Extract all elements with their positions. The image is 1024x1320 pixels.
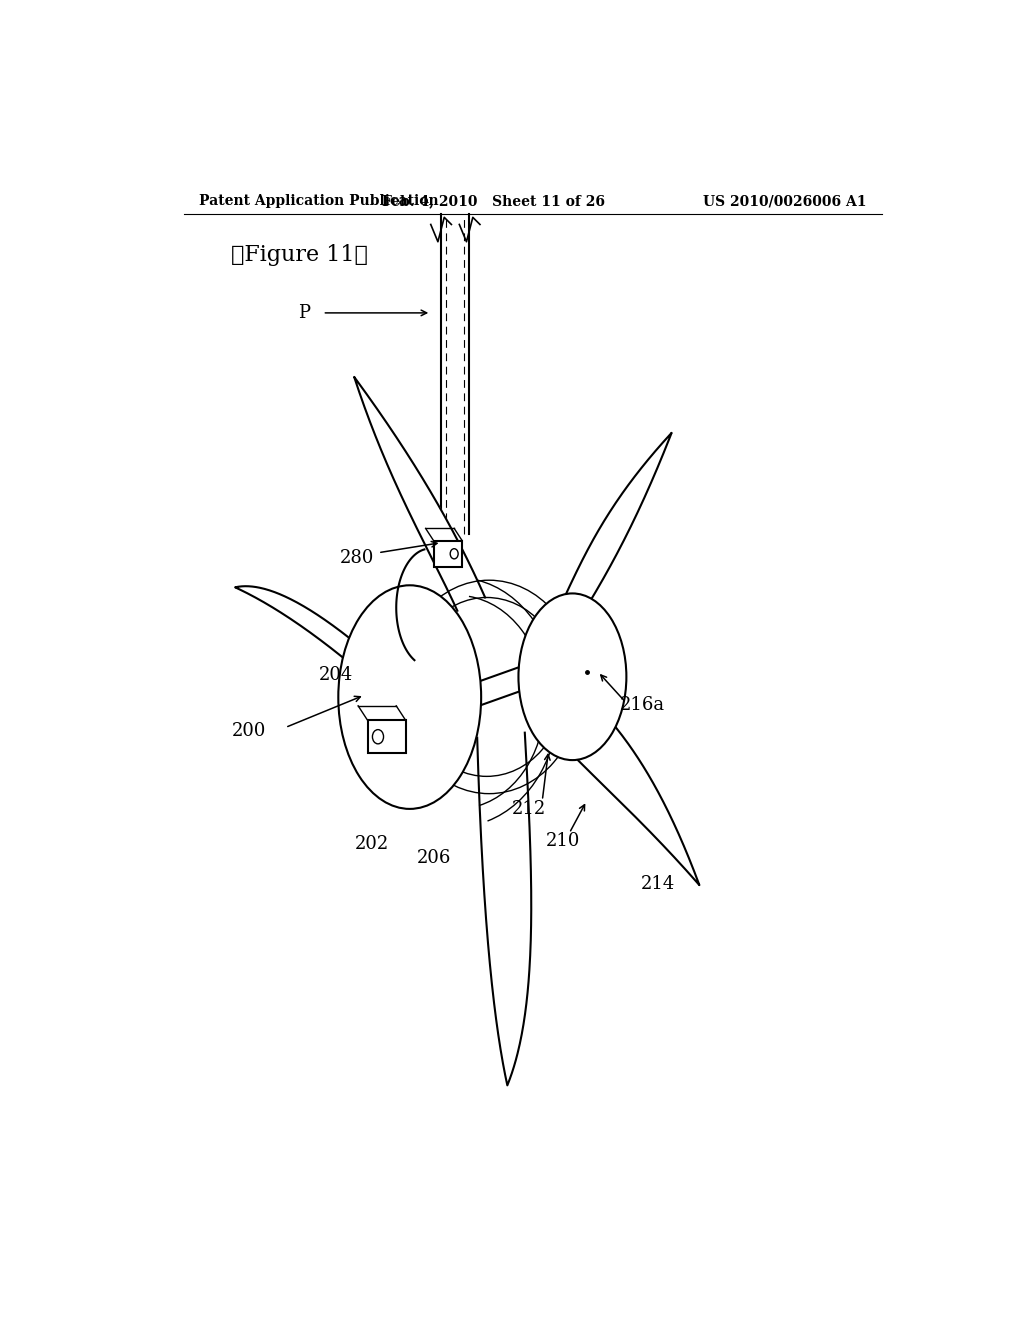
Polygon shape	[236, 586, 367, 677]
Text: 200: 200	[231, 722, 266, 739]
Text: P: P	[298, 304, 310, 322]
Text: 202: 202	[355, 836, 389, 854]
Text: 【Figure 11】: 【Figure 11】	[231, 244, 368, 265]
Ellipse shape	[338, 585, 481, 809]
Text: US 2010/0026006 A1: US 2010/0026006 A1	[702, 194, 866, 209]
Text: 212: 212	[512, 800, 546, 818]
Polygon shape	[354, 378, 485, 611]
Polygon shape	[477, 733, 531, 1085]
Text: Patent Application Publication: Patent Application Publication	[200, 194, 439, 209]
Text: 216a: 216a	[620, 696, 665, 714]
Bar	[433, 541, 462, 568]
Ellipse shape	[518, 594, 627, 760]
Text: 280: 280	[339, 549, 374, 566]
Polygon shape	[555, 433, 672, 636]
Text: Feb. 4, 2010   Sheet 11 of 26: Feb. 4, 2010 Sheet 11 of 26	[382, 194, 604, 209]
Text: 214: 214	[641, 875, 675, 894]
Polygon shape	[549, 667, 699, 886]
Text: 206: 206	[417, 849, 451, 867]
Bar	[368, 721, 406, 752]
Text: 204: 204	[318, 665, 353, 684]
Text: 210: 210	[546, 833, 580, 850]
